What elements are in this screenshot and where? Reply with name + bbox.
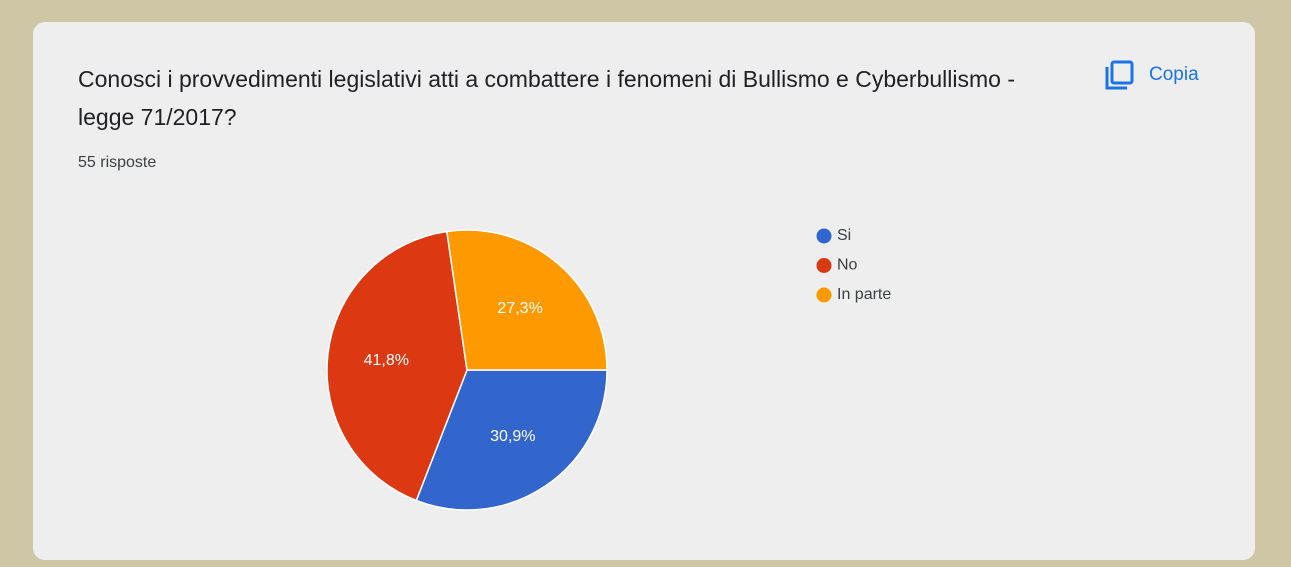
chart: 30,9% 41,8% 27,3% Si No In parte (33, 22, 1255, 560)
slice-label: 27,3% (497, 300, 542, 317)
slice-label: 41,8% (364, 352, 409, 369)
legend-marker (817, 288, 832, 303)
legend-label: In parte (837, 286, 891, 303)
slice-label: 30,9% (490, 428, 535, 445)
legend-marker (817, 229, 832, 244)
legend-label: Si (837, 227, 851, 244)
legend-label: No (837, 257, 858, 274)
chart-card: Conosci i provvedimenti legislativi atti… (33, 22, 1255, 560)
legend-marker (817, 258, 832, 273)
page: Conosci i provvedimenti legislativi atti… (0, 0, 1291, 567)
